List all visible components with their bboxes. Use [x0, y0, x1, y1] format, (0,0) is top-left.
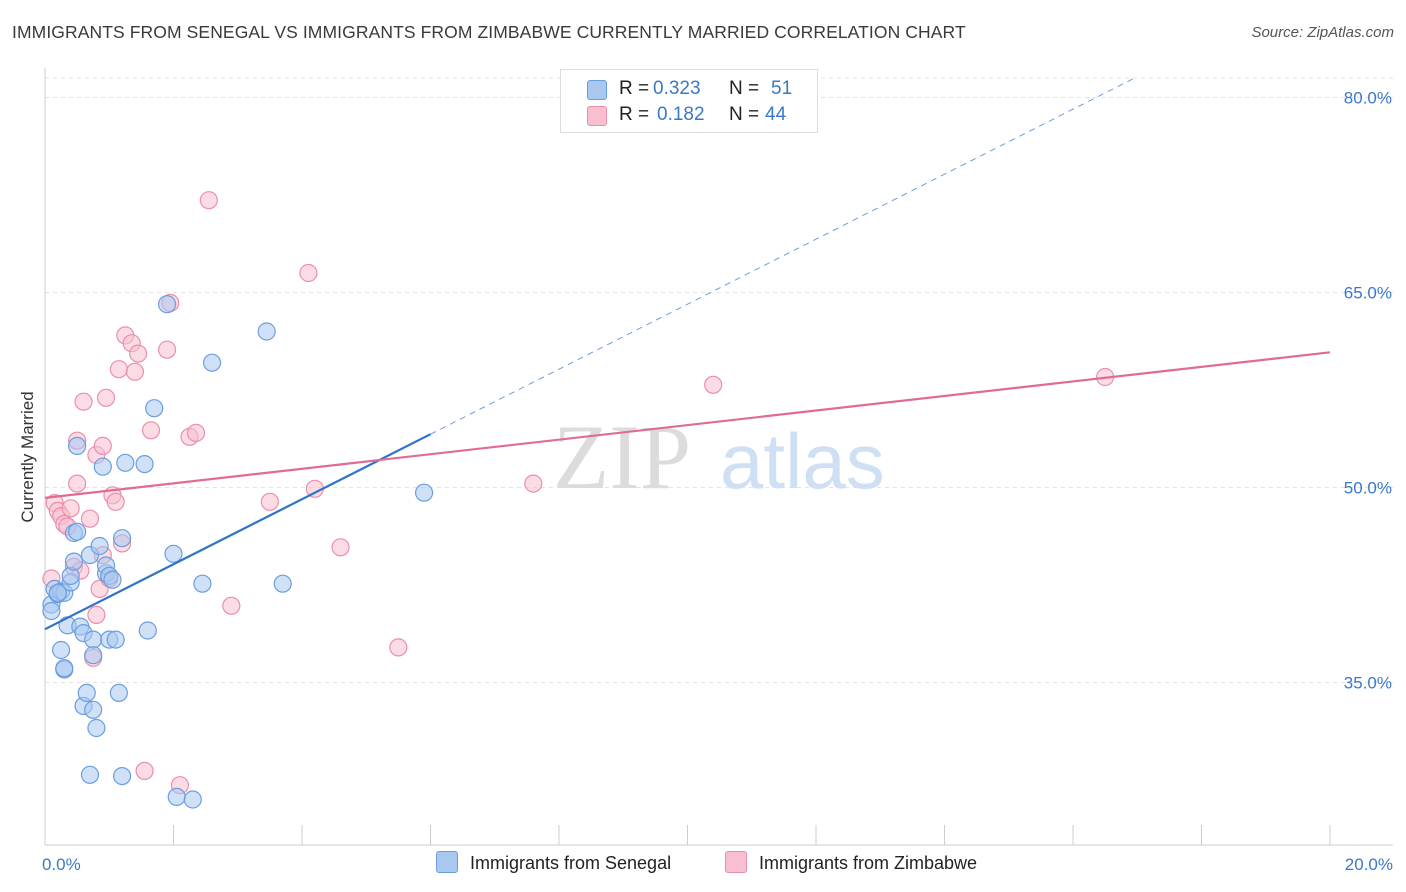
x-tick-label: 0.0% [42, 855, 81, 874]
senegal-point [183, 790, 202, 809]
senegal-point [112, 529, 132, 548]
senegal-point [257, 322, 276, 341]
senegal-point [55, 659, 74, 678]
zimbabwe-point [389, 638, 408, 657]
senegal-point [68, 436, 87, 455]
senegal-point [90, 536, 109, 556]
legend-n-label: N = [729, 78, 760, 99]
senegal-point [51, 640, 71, 660]
senegal-point [112, 766, 132, 786]
senegal-point [103, 570, 122, 589]
chart-title: IMMIGRANTS FROM SENEGAL VS IMMIGRANTS FR… [12, 22, 966, 42]
senegal-point [164, 544, 183, 563]
legend-r-value: 0.182 [657, 104, 705, 125]
trend-lines [44, 77, 1331, 631]
senegal-point [157, 295, 177, 314]
senegal-point [202, 353, 222, 372]
senegal-point [106, 630, 125, 649]
senegal-point [68, 522, 87, 541]
senegal-point [138, 621, 157, 640]
zimbabwe-trend-line [44, 351, 1331, 499]
y-axis-label: Currently Married [18, 391, 37, 522]
senegal-point [84, 630, 103, 649]
senegal-point [42, 601, 61, 621]
zimbabwe-point [61, 499, 80, 518]
senegal-points [42, 295, 434, 809]
zimbabwe-point [157, 340, 177, 359]
zimbabwe-point [141, 421, 161, 440]
senegal-point [93, 457, 112, 476]
legend-r-label: R = [619, 78, 650, 99]
senegal-point [84, 646, 103, 665]
senegal-point [193, 574, 212, 593]
axes [44, 68, 1393, 846]
zimbabwe-point [186, 423, 206, 442]
zimbabwe-point [96, 388, 116, 407]
zimbabwe-point [87, 605, 106, 625]
y-tick-label: 65.0% [1344, 284, 1392, 303]
senegal-point [109, 683, 128, 703]
tick-labels: 35.0% 50.0% 65.0% 80.0% 0.0% 20.0% [42, 89, 1393, 875]
zimbabwe-point [260, 492, 279, 511]
senegal-point [414, 483, 434, 502]
senegal-point [48, 583, 67, 602]
senegal-swatch [436, 851, 458, 873]
senegal-point [273, 574, 292, 593]
y-tick-label: 35.0% [1344, 674, 1392, 693]
senegal-swatch [587, 80, 607, 100]
zimbabwe-point [125, 362, 145, 381]
zimbabwe-point [109, 360, 128, 379]
zimbabwe-point [93, 436, 112, 455]
zimbabwe-swatch [587, 106, 607, 126]
source-credit: Source: ZipAtlas.com [1251, 24, 1394, 41]
watermark-zip: ZIP [553, 406, 691, 508]
legend-n-value: 51 [771, 78, 793, 99]
senegal-trend-line [44, 433, 431, 631]
legend-r-label: R = [619, 104, 650, 125]
senegal-point [145, 399, 164, 418]
senegal-point [87, 718, 106, 738]
zimbabwe-point [222, 596, 241, 615]
zimbabwe-point [524, 474, 543, 493]
senegal-point [116, 453, 135, 472]
zimbabwe-point [331, 538, 350, 557]
legend-n-value: 44 [765, 104, 787, 125]
zimbabwe-point [199, 191, 218, 210]
senegal-point [84, 700, 103, 719]
zimbabwe-point [135, 761, 154, 781]
senegal-point [77, 683, 96, 703]
senegal-point [80, 765, 100, 784]
y-tick-label: 50.0% [1344, 479, 1392, 498]
zimbabwe-point [704, 375, 723, 394]
senegal-point [135, 455, 154, 474]
zimbabwe-point [129, 344, 148, 363]
senegal-legend-label: Immigrants from Senegal [470, 853, 672, 873]
legend-box: R = 0.323 N = 51 R = 0.182 N = 44 [560, 69, 818, 133]
zimbabwe-points [42, 191, 1115, 795]
zimbabwe-point [80, 509, 100, 528]
watermark: ZIP atlas [553, 406, 885, 508]
y-tick-label: 80.0% [1344, 89, 1392, 108]
legend-n-label: N = [729, 104, 760, 125]
zimbabwe-point [74, 392, 93, 411]
watermark-atlas: atlas [720, 417, 885, 505]
legend-r-value: 0.323 [653, 78, 701, 99]
bottom-legend-senegal: Immigrants from Senegal [436, 851, 671, 874]
x-tick-label: 20.0% [1345, 855, 1393, 874]
zimbabwe-point [68, 474, 87, 493]
senegal-point [167, 787, 186, 807]
zimbabwe-point [106, 492, 125, 511]
zimbabwe-point [299, 263, 318, 283]
senegal-point [64, 552, 84, 571]
zimbabwe-swatch [725, 851, 747, 873]
zimbabwe-legend-label: Immigrants from Zimbabwe [759, 853, 978, 873]
bottom-legend-zimbabwe: Immigrants from Zimbabwe [725, 851, 977, 874]
